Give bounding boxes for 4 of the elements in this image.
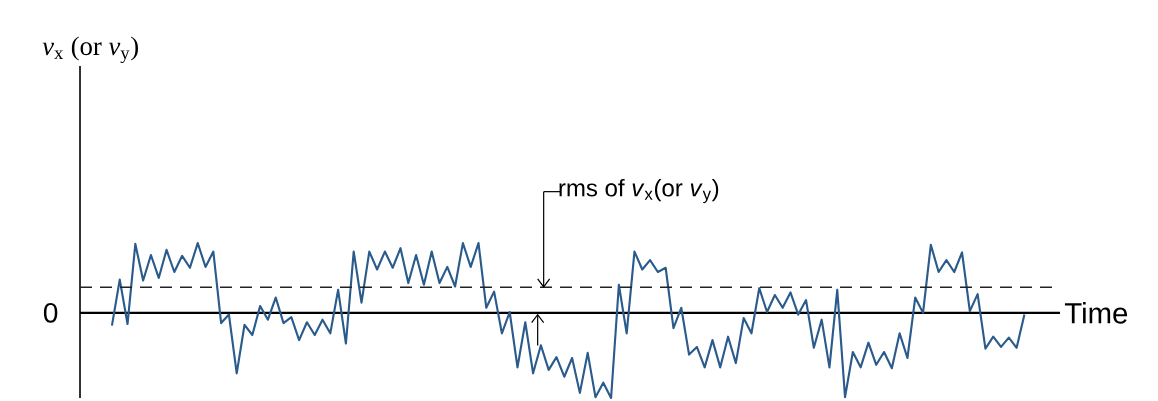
text: v$_{x}$ (or v$_{y}$) <box>42 36 138 64</box>
ref-line-label: rms of v$_{x}$(or v$_{y}$) <box>559 178 719 204</box>
text: 0 <box>43 302 58 323</box>
x-axis-title: Time <box>1064 302 1128 324</box>
